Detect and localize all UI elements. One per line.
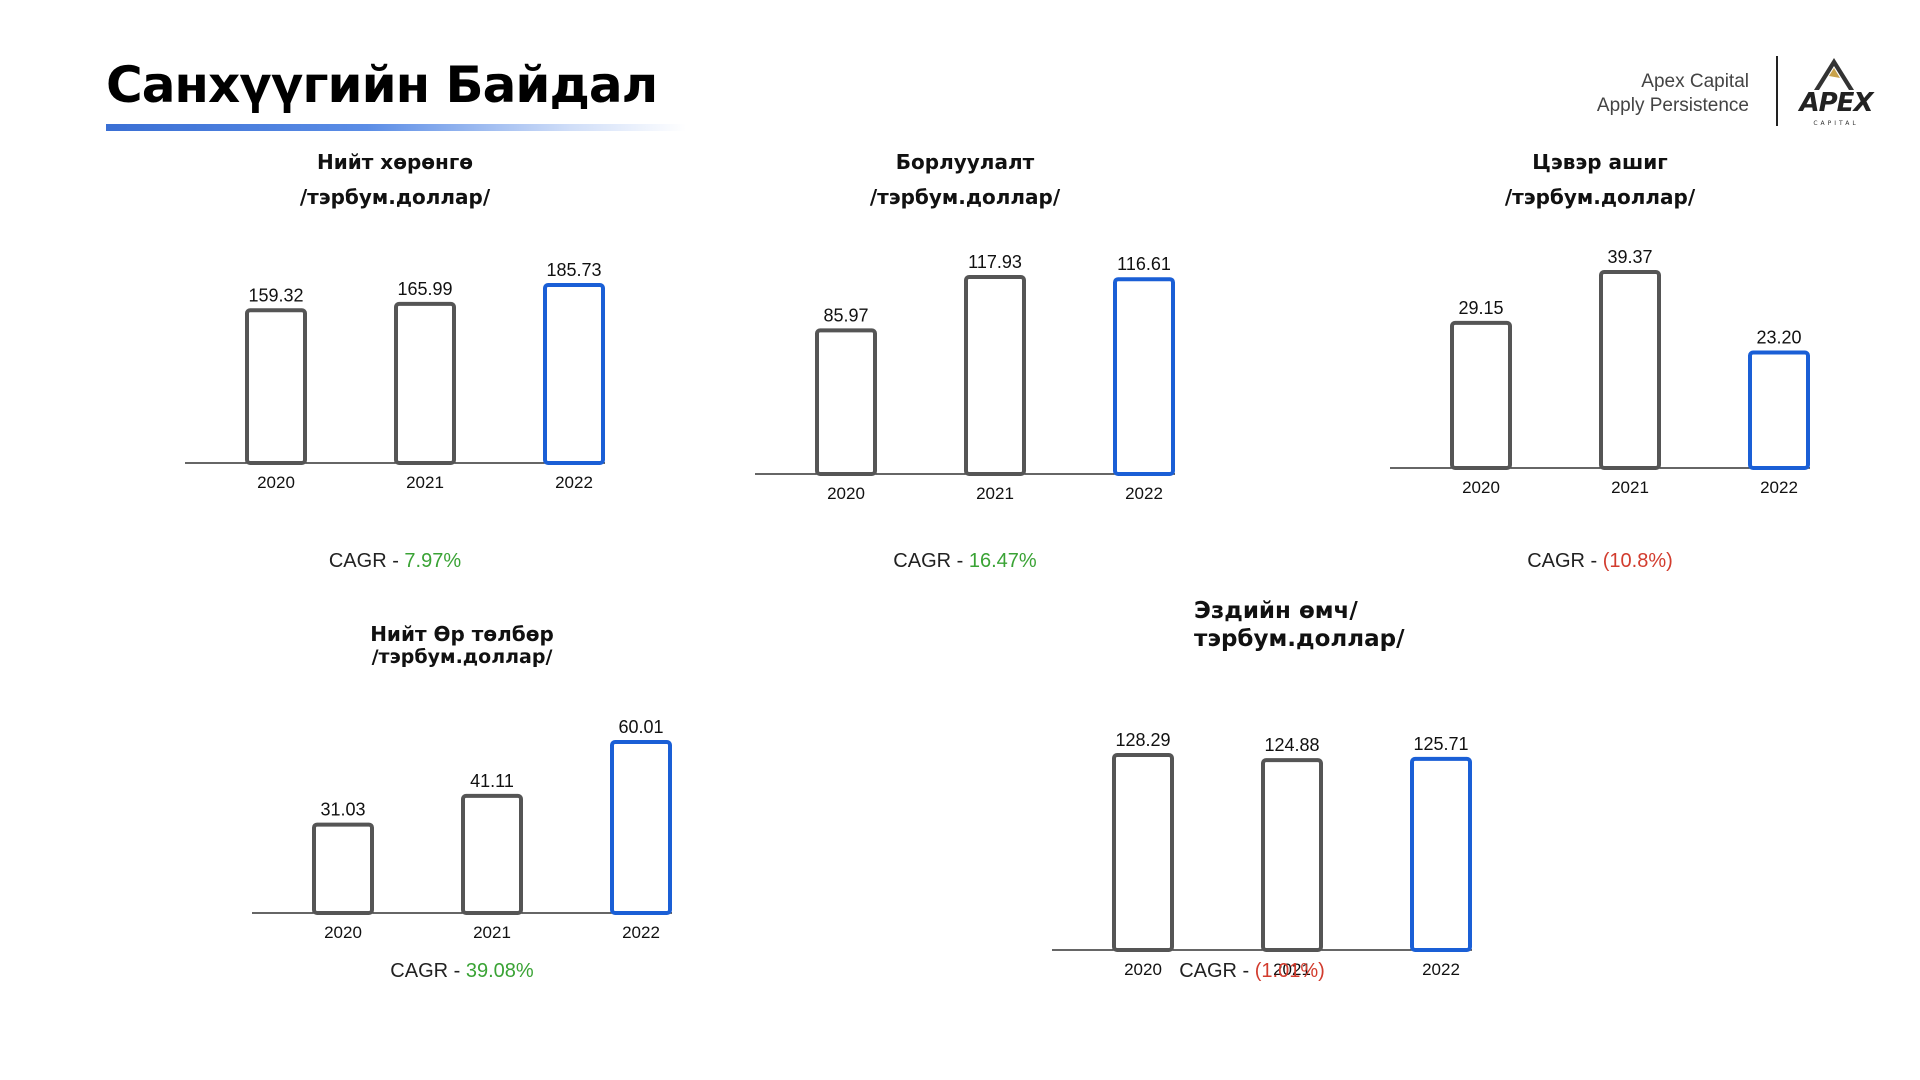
data-label: 41.11 (470, 771, 514, 791)
chart-title: Борлуулалт (895, 150, 1035, 174)
cagr-label: CAGR - (1527, 550, 1603, 572)
x-tick-label: 2021 (1611, 478, 1649, 497)
bar-2020 (1112, 753, 1174, 952)
bar-2022 (610, 740, 672, 915)
cagr-value: 39.08% (465, 960, 534, 982)
chart-subtitle: тэрбум.доллар/ (1194, 626, 1405, 652)
chart-svg: 128.29 2020 124.88 2021 125.71 2022 (1052, 730, 1472, 979)
x-tick-label: 2022 (622, 923, 660, 942)
brand-divider (1776, 56, 1778, 126)
cagr-label: CAGR - (893, 550, 969, 572)
data-label: 39.37 (1607, 247, 1652, 267)
bar-2021 (1599, 270, 1661, 470)
x-tick-label: 2022 (1760, 478, 1798, 497)
data-label: 124.88 (1264, 735, 1319, 755)
bar-2020 (1450, 320, 1512, 470)
x-tick-label: 2020 (324, 923, 362, 942)
cagr-value: (1.01%) (1254, 960, 1325, 982)
data-label: 29.15 (1458, 298, 1503, 318)
chart-equity: Эздийн өмч/ тэрбум.доллар/ 128.29 2020 124… (1052, 598, 1472, 992)
chart-svg: 29.15 2020 39.37 2021 23.20 2022 (1390, 247, 1810, 497)
chart-net-profit: Цэвэр ашиг /тэрбум.доллар/ 29.15 2020 39.3… (1390, 150, 1810, 580)
bar-2021 (461, 793, 523, 915)
cagr: CAGR - 16.47% (755, 550, 1175, 573)
data-label: 85.97 (823, 305, 868, 325)
x-tick-label: 2021 (473, 923, 511, 942)
x-tick-label: 2020 (827, 484, 865, 503)
brand-tagline: Apply Persistence (1596, 95, 1749, 116)
cagr: CAGR - 39.08% (252, 960, 672, 983)
logo-subtext: CAPITAL (1813, 120, 1858, 127)
logo-triangle-icon (1814, 58, 1854, 90)
x-tick-label: 2021 (406, 473, 444, 492)
bar-2021 (394, 301, 456, 465)
bar-2022 (1113, 277, 1175, 477)
cagr-label: CAGR - (328, 550, 405, 572)
chart-svg: 31.03 2020 41.11 2021 60.01 2022 (252, 717, 672, 942)
chart-total-liabilities: Нийт Өр төлбөр /тэрбум.доллар/ 31.03 2020… (252, 622, 672, 992)
chart-total-assets: Нийт хөрөнгө /тэрбум.доллар/ 159.32 2020 1… (185, 150, 605, 580)
cagr-value: (10.8%) (1602, 550, 1673, 572)
x-tick-label: 2022 (1422, 960, 1460, 979)
chart-subtitle: /тэрбум.доллар/ (299, 185, 491, 209)
cagr-value: 16.47% (968, 550, 1037, 572)
brand-text: Apex Capital Apply Persistence (1597, 70, 1749, 118)
data-label: 128.29 (1115, 730, 1170, 750)
data-label: 185.73 (546, 260, 601, 280)
data-label: 117.93 (968, 252, 1022, 272)
x-tick-label: 2020 (1462, 478, 1500, 497)
chart-title: Эздийн өмч/ (1194, 598, 1358, 624)
x-tick-label: 2021 (976, 484, 1014, 503)
x-tick-label: 2022 (555, 473, 593, 492)
logo-accent-icon (1829, 68, 1840, 78)
data-label: 31.03 (320, 800, 365, 820)
chart-svg: 159.32 2020 165.99 2021 185.73 2022 (185, 260, 605, 492)
chart-title: Нийт хөрөнгө (316, 150, 474, 174)
cagr-label: CAGR - (1179, 960, 1255, 982)
x-tick-label: 2021 (1273, 960, 1311, 979)
chart-subtitle: /тэрбум.доллар/ (1504, 185, 1696, 209)
data-label: 159.32 (248, 285, 303, 305)
chart-svg: 85.97 2020 117.93 2021 116.61 2022 (755, 252, 1175, 503)
cagr: CAGR - (1.01%) (1042, 960, 1462, 983)
chart-title: Нийт Өр төлбөр (370, 622, 554, 646)
data-label: 125.71 (1413, 734, 1468, 754)
chart-title: Цэвэр ашиг (1532, 150, 1668, 174)
x-tick-label: 2020 (1124, 960, 1162, 979)
bar-2020 (815, 328, 877, 476)
data-label: 60.01 (618, 717, 663, 737)
title-underline (106, 124, 686, 131)
bar-2022 (543, 283, 605, 465)
page-title: Санхүүгийн Байдал (106, 56, 658, 114)
cagr-label: CAGR - (390, 960, 466, 982)
cagr: CAGR - (10.8%) (1390, 550, 1810, 573)
cagr-value: 7.97% (404, 550, 462, 572)
bar-2020 (245, 308, 307, 466)
data-label: 165.99 (397, 279, 452, 299)
brand-name: Apex Capital (1641, 71, 1749, 92)
cagr: CAGR - 7.97% (185, 550, 605, 573)
apex-logo: APEX CAPITAL (1798, 58, 1876, 127)
x-tick-label: 2022 (1125, 484, 1163, 503)
chart-sales: Борлуулалт /тэрбум.доллар/ 85.97 2020 117.… (755, 150, 1175, 580)
chart-subtitle: /тэрбум.доллар/ (371, 646, 553, 668)
data-label: 116.61 (1117, 254, 1171, 274)
bar-2022 (1748, 350, 1810, 470)
bar-2021 (964, 275, 1026, 476)
bar-2020 (312, 822, 374, 915)
logo-wordmark: APEX (1798, 88, 1876, 118)
chart-subtitle: /тэрбум.доллар/ (869, 185, 1061, 209)
x-tick-label: 2020 (257, 473, 295, 492)
bar-2022 (1410, 756, 1472, 952)
bar-2021 (1261, 758, 1323, 952)
data-label: 23.20 (1756, 328, 1801, 348)
